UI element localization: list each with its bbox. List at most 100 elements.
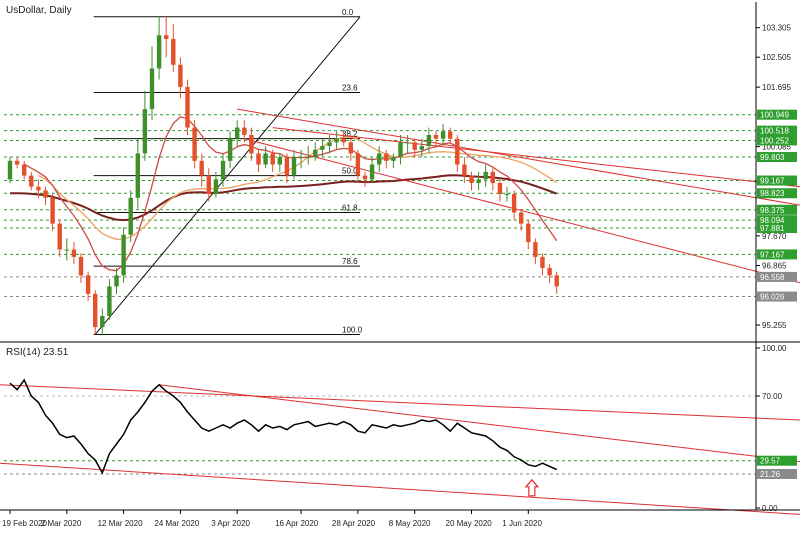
candle-body [327, 142, 332, 147]
candle-body [78, 256, 84, 276]
candle-body [320, 146, 325, 150]
fib-level-label: 50.0 [342, 167, 358, 176]
level-box [757, 152, 797, 163]
candle-body [497, 183, 503, 195]
level-box-label: 96.558 [760, 273, 785, 282]
candle-body [100, 315, 105, 328]
ma-fast-line [23, 116, 558, 272]
date-tick-label: 12 Mar 2020 [98, 519, 143, 528]
level-box [757, 175, 797, 186]
candle-body [93, 293, 98, 328]
candle-body [540, 256, 545, 268]
candle-body [462, 164, 467, 176]
level-box-label: 99.803 [760, 153, 785, 162]
candle-body [355, 153, 361, 176]
rsi-trend-line [0, 384, 800, 421]
candle-body [227, 138, 233, 161]
candle-body [128, 197, 133, 235]
candle-body [284, 157, 290, 176]
candle-body [476, 179, 481, 184]
level-box [757, 188, 797, 199]
candle-body [398, 142, 403, 158]
candle-body [490, 171, 495, 184]
candle-body [291, 157, 297, 176]
fib-diagonal [94, 16, 361, 335]
level-box-label: 100.252 [760, 136, 789, 145]
candle-body [419, 146, 424, 150]
trend-line [272, 127, 800, 188]
fib-level-label: 78.6 [342, 257, 358, 266]
candle-body [142, 109, 148, 154]
level-box [757, 109, 797, 120]
level-box [757, 125, 797, 136]
candle-body [533, 242, 538, 257]
candle-body [85, 275, 91, 294]
candle-body [7, 160, 13, 180]
candle-body [469, 175, 474, 184]
level-box [757, 204, 797, 215]
date-tick-label: 19 Feb 2020 [2, 519, 47, 528]
level-box-label: 98.823 [760, 189, 785, 198]
candle-body [156, 35, 162, 69]
main-chart: 0.0 23.6 38.2 50.0 61.8 78.6 100.0 [4, 8, 800, 335]
price-tick-label: 101.695 [762, 83, 791, 92]
candle-body [64, 249, 69, 251]
level-box-label: 97.167 [760, 250, 785, 259]
level-box [757, 271, 797, 282]
date-tick-label: 20 May 2020 [446, 519, 493, 528]
candle-body [213, 179, 219, 195]
candle-body [348, 142, 353, 154]
candle-body [121, 234, 126, 276]
candle-body [433, 134, 439, 139]
candle-body [185, 86, 190, 128]
price-tick-label: 97.670 [762, 232, 787, 241]
level-box-label: 99.167 [760, 177, 785, 186]
rsi-line [9, 378, 558, 475]
rsi-tick-label: 100.00 [762, 344, 787, 353]
date-tick-label: 3 Apr 2020 [211, 519, 250, 528]
candle-body [22, 164, 27, 176]
candle-body [114, 275, 119, 287]
candle-body [526, 223, 531, 243]
candle-body [483, 171, 488, 180]
candle-body [298, 157, 304, 159]
candle-body [384, 153, 389, 161]
candle-body [391, 157, 396, 161]
level-box-label: 98.094 [760, 216, 785, 225]
level-box-label: 100.518 [760, 127, 789, 136]
candle-body [448, 131, 453, 139]
axes: 103.305 102.505 101.695 100.085 97.670 96.865… [0, 2, 800, 528]
level-box-label: 100.949 [760, 111, 789, 120]
trend-line [237, 108, 800, 206]
rsi-level-box [757, 455, 797, 466]
candle-body [341, 138, 346, 143]
candle-body [511, 194, 517, 213]
candle-body [135, 153, 140, 198]
candle-body [36, 186, 41, 191]
candle-body [50, 197, 55, 224]
candle-body [199, 160, 204, 176]
rsi-chart [0, 378, 800, 515]
rsi-level-box-label: 29.57 [760, 457, 781, 466]
candle-body [405, 142, 410, 144]
level-box [757, 223, 797, 234]
candle-body [256, 153, 261, 165]
price-tick-label: 103.305 [762, 24, 791, 33]
rsi-chart-title: RSI(14) 23.51 [6, 347, 69, 358]
candle-body [412, 142, 417, 150]
candle-body [29, 175, 34, 187]
candle-body [43, 190, 48, 198]
candle-body [242, 127, 247, 135]
date-tick-label: 24 Mar 2020 [154, 519, 199, 528]
rsi-tick-label: 0.00 [762, 504, 778, 513]
candle-body [235, 127, 240, 139]
price-tick-label: 100.085 [762, 143, 791, 152]
price-tick-label: 102.505 [762, 53, 791, 62]
candle-body [334, 138, 339, 143]
candle-body [440, 131, 446, 139]
fib-level-label: 0.0 [342, 8, 354, 17]
rsi-trend-line [0, 462, 800, 515]
candle-body [249, 134, 254, 154]
price-tick-label: 96.865 [762, 262, 787, 271]
